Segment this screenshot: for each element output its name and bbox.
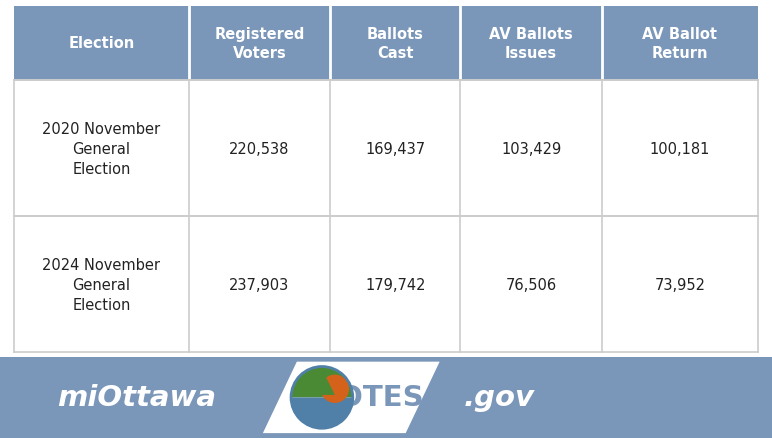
Text: Election: Election (68, 36, 134, 51)
Bar (14, 7, 758, 81)
Text: 73,952: 73,952 (655, 277, 706, 292)
Text: 103,429: 103,429 (501, 141, 561, 156)
Text: 179,742: 179,742 (365, 277, 425, 292)
Text: 100,181: 100,181 (650, 141, 710, 156)
Polygon shape (291, 398, 353, 428)
Text: .gov: .gov (463, 384, 534, 411)
Text: 237,903: 237,903 (229, 277, 290, 292)
Ellipse shape (291, 367, 353, 428)
Text: AV Ballots
Issues: AV Ballots Issues (489, 27, 573, 61)
Text: 220,538: 220,538 (229, 141, 290, 156)
Bar (14, 81, 758, 217)
Polygon shape (291, 367, 353, 398)
Text: AV Ballot
Return: AV Ballot Return (642, 27, 717, 61)
Ellipse shape (320, 374, 349, 403)
Text: Ballots
Cast: Ballots Cast (367, 27, 424, 61)
Text: 2024 November
General
Election: 2024 November General Election (42, 258, 161, 312)
Bar (14, 217, 758, 353)
Text: VOTES: VOTES (317, 384, 425, 411)
Bar (0, 357, 772, 438)
Text: 169,437: 169,437 (365, 141, 425, 156)
Text: 2020 November
General
Election: 2020 November General Election (42, 122, 161, 176)
Polygon shape (263, 362, 440, 433)
Text: Registered
Voters: Registered Voters (215, 27, 305, 61)
Text: 76,506: 76,506 (506, 277, 557, 292)
Text: miOttawa: miOttawa (57, 384, 216, 411)
Polygon shape (310, 371, 335, 395)
